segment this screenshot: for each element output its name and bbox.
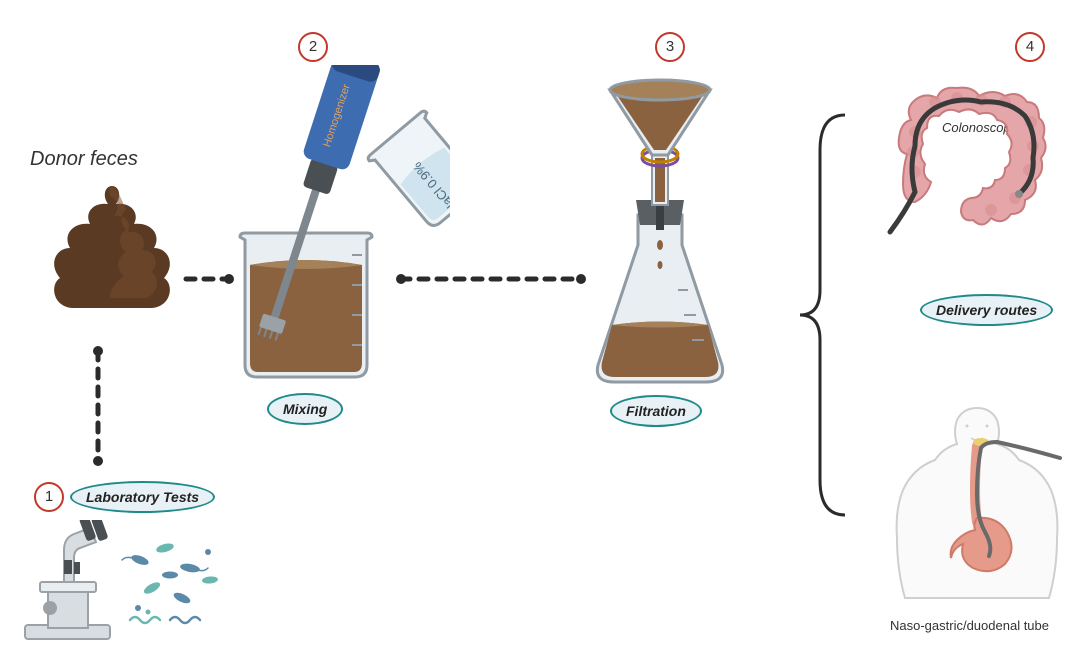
- step-2-badge: 2: [298, 32, 328, 62]
- delivery-pill: Delivery routes: [920, 294, 1053, 326]
- colon-scene: [885, 72, 1060, 237]
- step-3-badge: 3: [655, 32, 685, 62]
- delivery-brace: [795, 110, 855, 520]
- mixing-scene: Homogenizer NaCl 0.9%: [220, 65, 450, 385]
- step-1-badge: 1: [34, 482, 64, 512]
- filtration-scene: [580, 70, 740, 395]
- naso-label: Naso-gastric/duodenal tube: [890, 618, 1049, 633]
- lab-tests-pill: Laboratory Tests: [70, 481, 215, 513]
- microscope-scene: [20, 520, 230, 645]
- feces-icon: [50, 178, 175, 328]
- donor-feces-label: Donor feces: [30, 148, 138, 171]
- naso-scene: [885, 398, 1070, 613]
- mixing-pill: Mixing: [267, 393, 343, 425]
- filtration-pill: Filtration: [610, 395, 702, 427]
- step-4-badge: 4: [1015, 32, 1045, 62]
- connector-donor-to-lab: [89, 345, 107, 470]
